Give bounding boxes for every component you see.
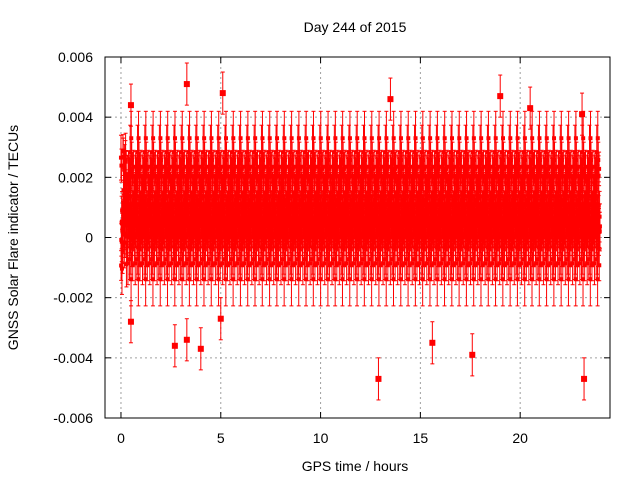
data-point	[197, 327, 204, 371]
y-tick-label: 0.002	[58, 169, 93, 185]
data-point	[183, 318, 190, 362]
y-tick-label: -0.006	[53, 410, 93, 426]
y-axis-label: GNSS Solar Flare indicator / TECUs	[5, 125, 21, 350]
data-point	[127, 83, 134, 127]
y-tick-label: -0.002	[53, 290, 93, 306]
x-tick-label: 10	[313, 430, 329, 446]
data-series	[118, 62, 602, 401]
data-point	[119, 148, 124, 183]
data-point	[183, 62, 190, 106]
x-axis-label: GPS time / hours	[302, 458, 409, 474]
y-tick-label: 0.004	[58, 109, 93, 125]
data-point	[387, 77, 394, 121]
x-tick-label: 0	[117, 430, 125, 446]
y-tick-label: -0.004	[53, 350, 93, 366]
data-point	[127, 300, 134, 344]
data-point	[469, 333, 476, 377]
x-tick-label: 15	[413, 430, 429, 446]
x-tick-label: 20	[512, 430, 528, 446]
x-tick-label: 5	[217, 430, 225, 446]
data-point	[171, 324, 178, 368]
chart-title: Day 244 of 2015	[304, 19, 407, 35]
data-point	[375, 357, 382, 401]
y-tick-label: 0	[85, 230, 93, 246]
y-tick-label: 0.006	[58, 49, 93, 65]
data-point	[579, 92, 586, 136]
data-point	[581, 357, 588, 401]
